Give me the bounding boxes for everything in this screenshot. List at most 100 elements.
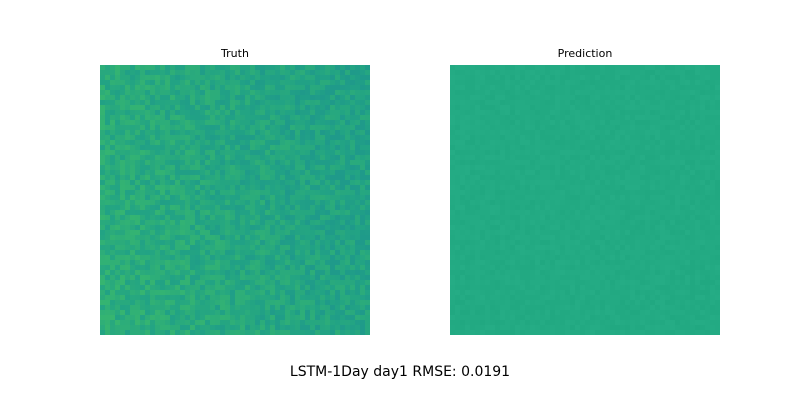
prediction-cell (535, 205, 541, 211)
prediction-cell (530, 165, 536, 171)
prediction-cell (595, 225, 601, 231)
prediction-cell (495, 195, 501, 201)
prediction-cell (560, 70, 566, 76)
truth-cell (185, 165, 191, 171)
prediction-cell (470, 140, 476, 146)
prediction-cell (665, 70, 671, 76)
truth-cell (325, 260, 331, 266)
truth-cell (300, 120, 306, 126)
prediction-cell (550, 200, 556, 206)
prediction-cell (550, 185, 556, 191)
prediction-cell (560, 100, 566, 106)
truth-cell (255, 165, 261, 171)
truth-cell (310, 120, 316, 126)
truth-cell (310, 155, 316, 161)
truth-cell (120, 85, 126, 91)
truth-cell (310, 125, 316, 131)
prediction-cell (470, 190, 476, 196)
prediction-cell (615, 170, 621, 176)
truth-cell (135, 150, 141, 156)
truth-cell (320, 225, 326, 231)
truth-cell (360, 305, 366, 311)
prediction-cell (715, 140, 720, 146)
truth-cell (245, 145, 251, 151)
truth-cell (325, 305, 331, 311)
prediction-cell (565, 145, 571, 151)
prediction-cell (450, 225, 456, 231)
prediction-cell (640, 215, 646, 221)
truth-cell (155, 70, 161, 76)
truth-cell (140, 230, 146, 236)
prediction-cell (565, 195, 571, 201)
truth-cell (290, 155, 296, 161)
truth-cell (290, 255, 296, 261)
truth-cell (340, 140, 346, 146)
truth-cell (180, 75, 186, 81)
truth-cell (315, 75, 321, 81)
prediction-cell (715, 100, 720, 106)
truth-cell (355, 245, 361, 251)
truth-cell (185, 270, 191, 276)
truth-cell (360, 280, 366, 286)
prediction-cell (575, 240, 581, 246)
truth-cell (255, 180, 261, 186)
truth-cell (265, 305, 271, 311)
truth-cell (345, 190, 351, 196)
prediction-cell (500, 160, 506, 166)
truth-cell (135, 90, 141, 96)
truth-cell (355, 180, 361, 186)
prediction-cell (660, 210, 666, 216)
truth-cell (230, 135, 236, 141)
prediction-cell (630, 115, 636, 121)
prediction-cell (630, 145, 636, 151)
prediction-cell (670, 190, 676, 196)
truth-cell (275, 90, 281, 96)
prediction-cell (605, 195, 611, 201)
prediction-cell (680, 85, 686, 91)
truth-cell (210, 200, 216, 206)
truth-cell (160, 80, 166, 86)
truth-cell (220, 250, 226, 256)
prediction-cell (570, 175, 576, 181)
prediction-cell (695, 100, 701, 106)
prediction-cell (575, 185, 581, 191)
prediction-cell (710, 110, 716, 116)
prediction-cell (465, 85, 471, 91)
prediction-cell (665, 100, 671, 106)
prediction-cell (620, 170, 626, 176)
prediction-cell (680, 240, 686, 246)
truth-cell (310, 285, 316, 291)
truth-cell (180, 70, 186, 76)
prediction-cell (610, 75, 616, 81)
truth-cell (300, 240, 306, 246)
prediction-cell (525, 210, 531, 216)
truth-cell (350, 275, 356, 281)
truth-cell (110, 175, 116, 181)
truth-cell (120, 215, 126, 221)
prediction-cell (465, 160, 471, 166)
prediction-cell (625, 160, 631, 166)
truth-cell (115, 275, 121, 281)
truth-cell (205, 155, 211, 161)
truth-cell (240, 270, 246, 276)
prediction-cell (700, 95, 706, 101)
truth-cell (135, 330, 141, 335)
prediction-cell (545, 185, 551, 191)
truth-cell (330, 180, 336, 186)
prediction-cell (640, 120, 646, 126)
prediction-cell (595, 75, 601, 81)
prediction-cell (485, 205, 491, 211)
prediction-cell (515, 155, 521, 161)
truth-cell (180, 135, 186, 141)
prediction-cell (660, 130, 666, 136)
prediction-cell (460, 225, 466, 231)
truth-cell (210, 135, 216, 141)
truth-cell (225, 250, 231, 256)
truth-cell (160, 265, 166, 271)
truth-cell (310, 260, 316, 266)
truth-cell (230, 140, 236, 146)
prediction-cell (585, 235, 591, 241)
truth-cell (140, 250, 146, 256)
prediction-cell (650, 240, 656, 246)
truth-cell (320, 270, 326, 276)
